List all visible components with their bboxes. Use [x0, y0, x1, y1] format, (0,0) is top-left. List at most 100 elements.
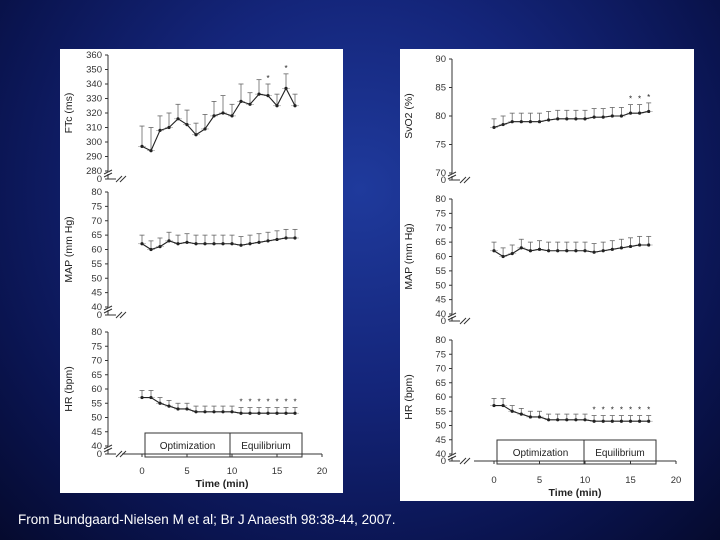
data-point [492, 249, 496, 253]
phase-label-optimization: Optimization [513, 448, 569, 459]
data-point [501, 122, 505, 127]
y-tick-label: 50 [91, 413, 102, 424]
y-axis-label: HR (bpm) [403, 374, 415, 420]
data-point [528, 415, 532, 419]
data-point [221, 410, 225, 414]
data-point [149, 395, 153, 400]
y-tick-label: 310 [86, 123, 102, 134]
data-point [149, 247, 153, 252]
series-line [493, 110, 649, 128]
data-point [275, 237, 279, 242]
y-tick-label: 75 [91, 201, 102, 212]
y-tick-label: 90 [435, 54, 446, 65]
data-point [275, 411, 279, 415]
data-point [647, 109, 651, 114]
data-point [574, 117, 578, 121]
data-point [501, 403, 505, 408]
series-line [142, 396, 295, 414]
data-point [140, 242, 144, 246]
data-point [592, 419, 596, 423]
x-tick-label: 15 [272, 466, 283, 477]
data-point [248, 102, 252, 106]
data-point [212, 114, 216, 118]
data-point [257, 240, 261, 244]
y-tick-label: 290 [86, 152, 102, 163]
subplot-2: 40 45 50 55 60 65 70 75 80 0 HR (bpm) * * * * * * * [63, 327, 299, 460]
y-tick-label: 75 [435, 349, 446, 360]
significance-marker: * [239, 398, 242, 407]
phase-legend: Optimization Equilibrium [496, 439, 657, 465]
y-tick-label: 50 [435, 280, 446, 291]
data-point [592, 250, 596, 254]
data-point [149, 149, 153, 153]
phase-box-optimization [496, 439, 585, 465]
data-point [619, 114, 623, 118]
data-point [583, 117, 587, 121]
x-tick-label: 5 [537, 475, 542, 486]
axis-break-mark [103, 444, 113, 453]
data-point [239, 411, 243, 415]
x-tick-label: 0 [491, 475, 496, 486]
series-line [141, 87, 296, 152]
data-point [501, 254, 505, 259]
data-point [537, 120, 542, 124]
data-point [212, 242, 216, 246]
y-tick-label: 45 [435, 435, 446, 446]
subplot-2: 40 45 50 55 60 65 70 75 80 0 HR (bpm) * * * * * * * [403, 335, 653, 467]
data-point [519, 120, 523, 124]
data-point [547, 118, 551, 122]
significance-marker: * [293, 398, 296, 407]
data-point [638, 243, 642, 247]
significance-marker: * [638, 95, 641, 104]
significance-marker: * [257, 398, 260, 407]
data-point [158, 401, 162, 405]
data-point [284, 411, 288, 415]
phase-label-optimization: Optimization [160, 441, 216, 452]
significance-marker: * [266, 398, 269, 407]
y-tick-label: 80 [435, 335, 446, 346]
data-point [230, 114, 234, 118]
y-tick-label: 70 [435, 223, 446, 234]
y-tick-label: 55 [91, 398, 102, 409]
x-axis-label: Time (min) [549, 487, 602, 499]
y-tick-label: 300 [86, 137, 102, 148]
x-axis-break-mark [459, 457, 471, 465]
significance-marker: * [638, 406, 641, 415]
left-figure-panel: 280 290 300 310 320 330 340 350 360 0 FTc (ms) * * 40… [60, 49, 343, 493]
significance-marker: * [647, 93, 650, 102]
data-point [185, 240, 189, 244]
x-axis-break-mark [115, 175, 127, 183]
data-point [628, 244, 633, 249]
y-tick-label: 55 [435, 406, 446, 417]
y-tick-label-zero: 0 [441, 316, 446, 327]
y-tick-label: 60 [91, 384, 102, 395]
right-figure-panel: 70 75 80 85 90 0 SvO2 (%) * * * 40 45 50 55 60 65 70 75 80… [400, 49, 694, 501]
y-tick-label: 40 [435, 449, 446, 460]
data-point [610, 419, 614, 423]
data-point [221, 242, 225, 246]
subplot-1: 40 45 50 55 60 65 70 75 80 0 MAP (mm Hg) [403, 194, 653, 327]
data-point [158, 128, 162, 132]
series-line [493, 244, 649, 258]
data-point [230, 242, 234, 246]
data-point [248, 242, 252, 246]
x-tick-label: 15 [625, 475, 636, 486]
data-point [610, 247, 614, 251]
data-point [510, 120, 514, 124]
phase-legend: Optimization Equilibrium [144, 432, 303, 458]
data-point [185, 407, 189, 411]
data-point [293, 411, 297, 415]
y-tick-label: 45 [435, 295, 446, 306]
data-point [230, 410, 234, 414]
data-point [140, 144, 144, 148]
y-tick-label: 60 [435, 392, 446, 403]
data-point [266, 94, 270, 98]
data-point [592, 115, 596, 119]
data-point [537, 415, 542, 419]
significance-marker: * [248, 398, 251, 407]
data-point [176, 242, 180, 246]
data-point [492, 403, 496, 408]
y-axis-label: MAP (mm Hg) [403, 223, 415, 289]
data-point [583, 418, 587, 422]
y-tick-label: 50 [435, 421, 446, 432]
